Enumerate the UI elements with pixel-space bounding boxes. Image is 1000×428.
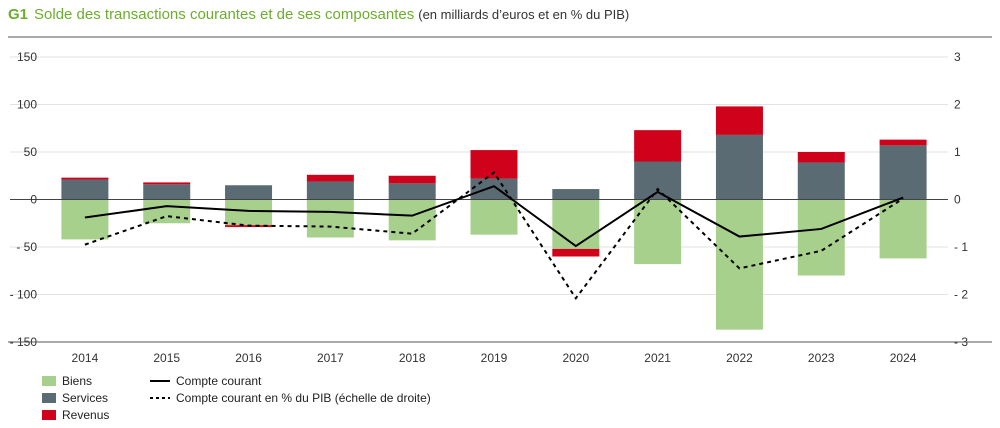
bar-services-2016 [225,185,273,200]
legend: Biens Services Revenus Compte courant Co… [42,374,431,422]
bar-revenus-2014 [61,177,109,180]
bar-revenus-2019 [470,150,518,179]
y2-tick-label: - 2 [954,288,968,302]
y2-tick-label: - 1 [954,240,968,254]
x-tick-label-2014: 2014 [72,351,99,365]
bar-services-2018 [388,183,436,200]
bar-revenus-2023 [797,152,845,163]
x-tick-label-2016: 2016 [235,351,262,365]
chart-title: G1 Solde des transactions courantes et de… [8,6,629,23]
bar-revenus-2018 [388,175,436,184]
figure-title: Solde des transactions courantes et de s… [34,6,415,23]
x-tick-label-2019: 2019 [481,351,508,365]
bar-revenus-2021 [634,130,682,162]
bar-biens-2023 [797,199,845,276]
bar-biens-2021 [634,199,682,265]
x-tick-label-2015: 2015 [153,351,180,365]
x-tick-label-2021: 2021 [644,351,671,365]
legend-label-compte-courant-pib: Compte courant en % du PIB (échelle de d… [176,391,431,405]
bar-services-2021 [634,161,682,200]
x-axis-ticks: 2014 2015 2016 2017 2018 2019 2020 2021 2022 2023… [72,351,917,365]
lines-group [84,170,904,301]
y-tick-label: 50 [24,145,38,159]
bar-services-2017 [306,181,354,200]
figure-number: G1 [8,6,29,23]
bar-biens-2020 [552,199,600,249]
bar-revenus-2015 [143,182,191,185]
legend-swatch-biens [42,376,56,386]
legend-label-services: Services [62,391,108,405]
bar-revenus-2024 [879,139,927,146]
y-tick-label: 0 [30,193,37,207]
y-tick-label: 150 [17,50,37,64]
x-tick-label-2020: 2020 [562,351,589,365]
y-tick-label: - 50 [16,240,37,254]
y-tick-label: 100 [17,98,37,112]
bar-biens-2015 [143,199,191,224]
bar-services-2015 [143,184,191,200]
legend-label-revenus: Revenus [62,408,109,422]
bar-services-2020 [552,189,600,200]
x-tick-label-2024: 2024 [890,351,917,365]
bar-biens-2017 [306,199,354,238]
y2-tick-label: 2 [954,98,961,112]
bars-group [61,106,927,330]
figure-subtitle: (en milliards d’euros et en % du PIB) [418,7,630,22]
legend-swatch-revenus [42,410,56,420]
bar-services-2024 [879,145,927,200]
legend-label-compte-courant: Compte courant [176,374,262,388]
bar-revenus-2022 [715,106,763,135]
bar-biens-2016 [225,199,273,226]
y-tick-label: - 100 [10,288,38,302]
x-tick-label-2022: 2022 [726,351,753,365]
bar-biens-2018 [388,199,436,241]
bar-revenus-2017 [306,174,354,182]
bar-services-2023 [797,162,845,200]
bar-biens-2024 [879,199,927,259]
bar-services-2014 [61,179,109,200]
bar-services-2022 [715,134,763,200]
x-tick-label-2017: 2017 [317,351,344,365]
y2-tick-label: 1 [954,145,961,159]
x-tick-label-2018: 2018 [399,351,426,365]
bar-biens-2022 [715,199,763,330]
y2-tick-label: 3 [954,50,961,64]
legend-label-biens: Biens [62,374,92,388]
bar-biens-2014 [61,199,109,240]
x-tick-label-2023: 2023 [808,351,835,365]
legend-swatch-services [42,393,56,403]
y2-tick-label: 0 [954,193,961,207]
bar-revenus-2020 [552,248,600,257]
bar-biens-2019 [470,199,518,235]
